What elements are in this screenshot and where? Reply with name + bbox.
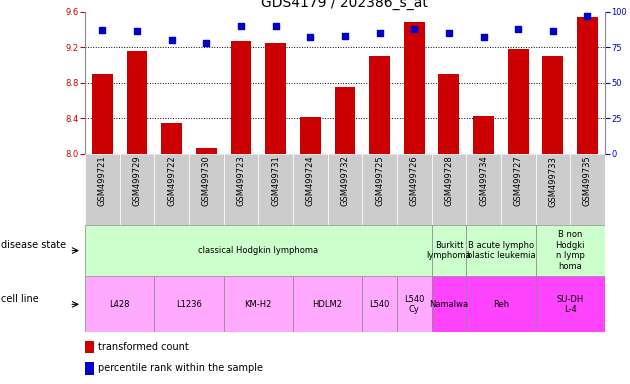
Bar: [328, 154, 362, 225]
Text: KM-H2: KM-H2: [244, 300, 272, 309]
Bar: [438, 74, 459, 154]
Bar: [432, 225, 466, 276]
Bar: [300, 117, 321, 154]
Point: [132, 28, 142, 35]
Text: SU-DH
L-4: SU-DH L-4: [556, 295, 584, 314]
Bar: [293, 276, 362, 332]
Point: [582, 13, 592, 19]
Bar: [536, 225, 605, 276]
Text: Burkitt
lymphoma: Burkitt lymphoma: [427, 241, 471, 260]
Text: GSM499733: GSM499733: [548, 156, 558, 207]
Text: Namalwa: Namalwa: [429, 300, 469, 309]
Text: GSM499723: GSM499723: [236, 156, 246, 207]
Bar: [404, 22, 425, 154]
Bar: [189, 154, 224, 225]
Text: GSM499729: GSM499729: [132, 156, 142, 206]
Text: percentile rank within the sample: percentile rank within the sample: [98, 363, 263, 373]
Bar: [542, 56, 563, 154]
Bar: [397, 276, 432, 332]
Text: B acute lympho
blastic leukemia: B acute lympho blastic leukemia: [467, 241, 535, 260]
Bar: [369, 56, 390, 154]
Text: GSM499730: GSM499730: [202, 156, 211, 207]
Bar: [397, 154, 432, 225]
Bar: [258, 154, 293, 225]
Point: [410, 25, 420, 31]
Bar: [501, 154, 536, 225]
Point: [548, 28, 558, 35]
Bar: [154, 276, 224, 332]
Point: [236, 23, 246, 29]
Point: [305, 34, 315, 40]
Bar: [335, 87, 355, 154]
Bar: [466, 276, 536, 332]
Point: [271, 23, 281, 29]
Text: disease state: disease state: [1, 240, 66, 250]
Bar: [85, 276, 154, 332]
Text: GSM499731: GSM499731: [271, 156, 280, 207]
Bar: [154, 154, 189, 225]
Bar: [293, 154, 328, 225]
Bar: [432, 276, 466, 332]
Bar: [473, 116, 494, 154]
Bar: [362, 154, 397, 225]
Text: L540
Cy: L540 Cy: [404, 295, 425, 314]
Point: [444, 30, 454, 36]
Bar: [577, 17, 598, 154]
Bar: [508, 49, 529, 154]
Bar: [570, 154, 605, 225]
Bar: [432, 154, 466, 225]
Bar: [224, 276, 293, 332]
Point: [374, 30, 384, 36]
Text: cell line: cell line: [1, 293, 38, 304]
Bar: [196, 148, 217, 154]
Text: GSM499728: GSM499728: [444, 156, 454, 207]
Text: L540: L540: [369, 300, 390, 309]
Bar: [265, 43, 286, 154]
Point: [166, 37, 176, 43]
Text: L1236: L1236: [176, 300, 202, 309]
Text: Reh: Reh: [493, 300, 509, 309]
Point: [340, 33, 350, 39]
Bar: [85, 225, 432, 276]
Point: [98, 27, 108, 33]
Bar: [466, 154, 501, 225]
Point: [513, 25, 523, 31]
Bar: [224, 154, 258, 225]
Text: GSM499721: GSM499721: [98, 156, 107, 206]
Text: GSM499725: GSM499725: [375, 156, 384, 206]
Bar: [85, 362, 94, 375]
Title: GDS4179 / 202386_s_at: GDS4179 / 202386_s_at: [261, 0, 428, 10]
Text: GSM499727: GSM499727: [513, 156, 523, 207]
Text: GSM499724: GSM499724: [306, 156, 315, 206]
Point: [479, 34, 489, 40]
Text: GSM499735: GSM499735: [583, 156, 592, 207]
Bar: [536, 154, 570, 225]
Text: HDLM2: HDLM2: [312, 300, 343, 309]
Bar: [120, 154, 154, 225]
Text: classical Hodgkin lymphoma: classical Hodgkin lymphoma: [198, 246, 318, 255]
Text: B non
Hodgki
n lymp
homa: B non Hodgki n lymp homa: [556, 230, 585, 271]
Text: GSM499722: GSM499722: [167, 156, 176, 206]
Bar: [92, 74, 113, 154]
Bar: [85, 341, 94, 353]
Bar: [161, 122, 182, 154]
Bar: [231, 41, 251, 154]
Text: GSM499726: GSM499726: [410, 156, 419, 207]
Bar: [127, 51, 147, 154]
Text: GSM499732: GSM499732: [340, 156, 350, 207]
Point: [201, 40, 211, 46]
Bar: [466, 225, 536, 276]
Bar: [85, 154, 120, 225]
Text: GSM499734: GSM499734: [479, 156, 488, 207]
Text: L428: L428: [110, 300, 130, 309]
Text: transformed count: transformed count: [98, 342, 188, 352]
Bar: [536, 276, 605, 332]
Bar: [362, 276, 397, 332]
